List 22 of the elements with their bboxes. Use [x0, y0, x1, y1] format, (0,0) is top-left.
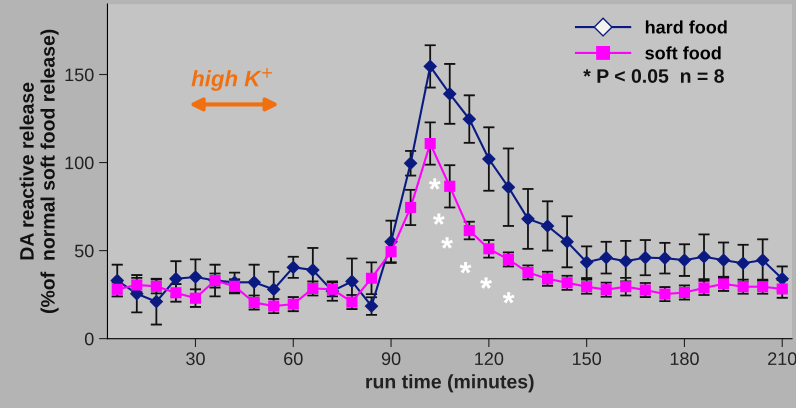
annotation: *: [480, 277, 492, 289]
y-tick-label: 100: [66, 156, 94, 170]
legend-label: soft food: [645, 46, 721, 60]
x-tick-label: 90: [382, 352, 400, 366]
x-tick-label: 150: [572, 352, 602, 366]
annotation: * P < 0.05 n = 8: [583, 69, 724, 83]
y-tick-label: 150: [66, 68, 94, 82]
annotation: *: [432, 213, 445, 225]
legend-label: hard food: [646, 20, 727, 34]
x-tick-label: 60: [284, 352, 303, 366]
y-axis-title: DA reactive release (%of normal soft food release): [20, 30, 59, 313]
x-tick-label: 30: [186, 352, 205, 366]
y-tick-label: 0: [84, 332, 94, 346]
y-tick-label: 50: [74, 244, 94, 258]
x-tick-label: 180: [670, 352, 699, 366]
annotation: *: [441, 237, 453, 249]
x-axis-title: run time (minutes): [366, 374, 534, 392]
annotation: high K$^{+}$: [192, 68, 272, 91]
annotation: *: [460, 262, 472, 274]
annotation: *: [428, 178, 441, 190]
x-tick-label: 120: [475, 352, 504, 366]
annotation: *: [502, 292, 515, 304]
